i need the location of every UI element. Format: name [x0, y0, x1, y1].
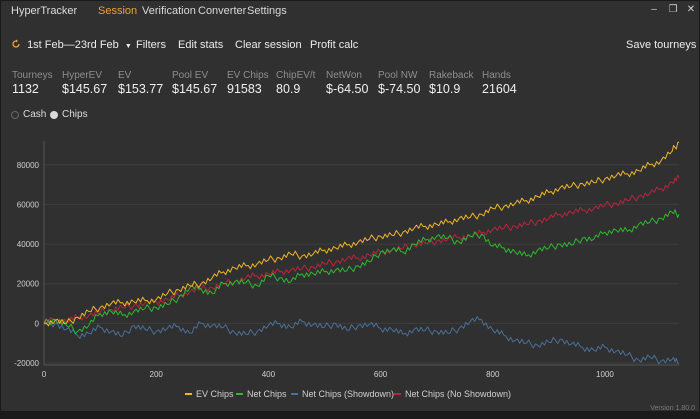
- legend-swatch: [185, 393, 192, 395]
- stat-value-ev-chips: 91583: [227, 82, 262, 96]
- legend-swatch: [291, 393, 298, 395]
- stat-label-pool-ev: Pool EV: [172, 70, 209, 81]
- session-toolbar: 1st Feb—23rd Feb ▼ Filters Edit stats Cl…: [1, 31, 699, 57]
- date-range-picker[interactable]: 1st Feb—23rd Feb ▼: [11, 39, 132, 51]
- stat-label-ev-chips: EV Chips: [227, 70, 269, 81]
- y-tick-label: 80000: [17, 161, 40, 170]
- x-tick-label: 400: [262, 370, 276, 379]
- radio-cash-label: Cash: [23, 109, 47, 120]
- radio-cash-dot: [11, 110, 19, 119]
- radio-chips-dot: [50, 110, 58, 119]
- title-bar: HyperTracker Session Verification Conver…: [1, 1, 699, 23]
- ev-chips-line: [43, 141, 680, 327]
- y-tick-label: 60000: [17, 200, 40, 209]
- menu-verification[interactable]: Verification: [142, 5, 196, 17]
- profit-calc-button[interactable]: Profit calc: [310, 39, 359, 51]
- stat-value-tourneys: 1132: [12, 82, 39, 96]
- app-name: HyperTracker: [11, 5, 78, 17]
- legend-net-chips-showdown[interactable]: Net Chips (Showdown): [291, 389, 394, 399]
- menu-session[interactable]: Session: [98, 5, 138, 17]
- chevron-down-icon: ▼: [124, 43, 132, 50]
- legend-label: Net Chips: [247, 389, 287, 399]
- net-chips-line: [43, 209, 680, 335]
- stat-value-netwon: $-64.50: [326, 82, 369, 96]
- legend-label: Net Chips (No Showdown): [405, 389, 512, 399]
- stat-value-pool-ev: $145.67: [172, 82, 218, 96]
- stat-label-ev: EV: [118, 70, 132, 81]
- save-tourneys-button[interactable]: Save tourneys: [626, 39, 697, 51]
- version-label: Version 1.80.0: [650, 405, 695, 412]
- stat-label-netwon: NetWon: [326, 70, 362, 81]
- legend-label: EV Chips: [196, 389, 234, 399]
- stat-value-pool-nw: $-74.50: [378, 82, 421, 96]
- legend-swatch: [394, 393, 401, 395]
- radio-cash[interactable]: Cash: [11, 109, 46, 120]
- stat-label-tourneys: Tourneys: [12, 70, 53, 81]
- y-tick-label: -20000: [14, 359, 39, 368]
- y-tick-label: 20000: [17, 280, 40, 289]
- stat-value-hyperev: $145.67: [62, 82, 108, 96]
- net-chips-showdown-line: [43, 316, 680, 365]
- x-tick-label: 800: [486, 370, 500, 379]
- close-icon[interactable]: ✕: [686, 4, 696, 15]
- legend-net-chips-no-showdown[interactable]: Net Chips (No Showdown): [394, 389, 511, 399]
- restore-icon[interactable]: ❐: [668, 4, 678, 15]
- stat-value-ev: $153.77: [118, 82, 164, 96]
- y-tick-label: 40000: [17, 240, 40, 249]
- legend-label: Net Chips (Showdown): [302, 389, 395, 399]
- filters-button[interactable]: Filters: [136, 39, 166, 51]
- legend-ev-chips[interactable]: EV Chips: [185, 389, 234, 399]
- radio-chips-label: Chips: [62, 109, 88, 120]
- x-tick-label: 1000: [596, 370, 614, 379]
- x-tick-label: 200: [150, 370, 164, 379]
- legend-swatch: [236, 393, 243, 395]
- date-range-label: 1st Feb—23rd Feb: [27, 39, 119, 51]
- legend-net-chips[interactable]: Net Chips: [236, 389, 287, 399]
- x-tick-label: 0: [42, 370, 47, 379]
- clear-session-button[interactable]: Clear session: [235, 39, 302, 51]
- stat-label-hands: Hands: [482, 70, 511, 81]
- stat-value-rakeback: $10.9: [429, 82, 461, 96]
- chart-gridlines: [44, 164, 679, 364]
- stat-value-hands: 21604: [482, 82, 517, 96]
- net-chips-no-showdown-line: [43, 174, 680, 324]
- minimize-icon[interactable]: –: [651, 4, 657, 15]
- stat-label-pool-nw: Pool NW: [378, 70, 418, 81]
- y-tick-label: 0: [35, 319, 40, 328]
- menu-converter[interactable]: Converter: [198, 5, 247, 17]
- stat-value-chipev-per-t: 80.9: [276, 82, 301, 96]
- stat-label-chipev-per-t: ChipEV/t: [276, 70, 316, 81]
- x-tick-label: 600: [374, 370, 388, 379]
- os-taskbar: [0, 412, 700, 419]
- chart-series: [43, 141, 680, 365]
- refresh-icon: [12, 39, 20, 48]
- stat-label-hyperev: HyperEV: [62, 70, 103, 81]
- stat-label-rakeback: Rakeback: [429, 70, 474, 81]
- menu-settings[interactable]: Settings: [247, 5, 287, 17]
- edit-stats-button[interactable]: Edit stats: [178, 39, 224, 51]
- radio-chips[interactable]: Chips: [50, 109, 88, 120]
